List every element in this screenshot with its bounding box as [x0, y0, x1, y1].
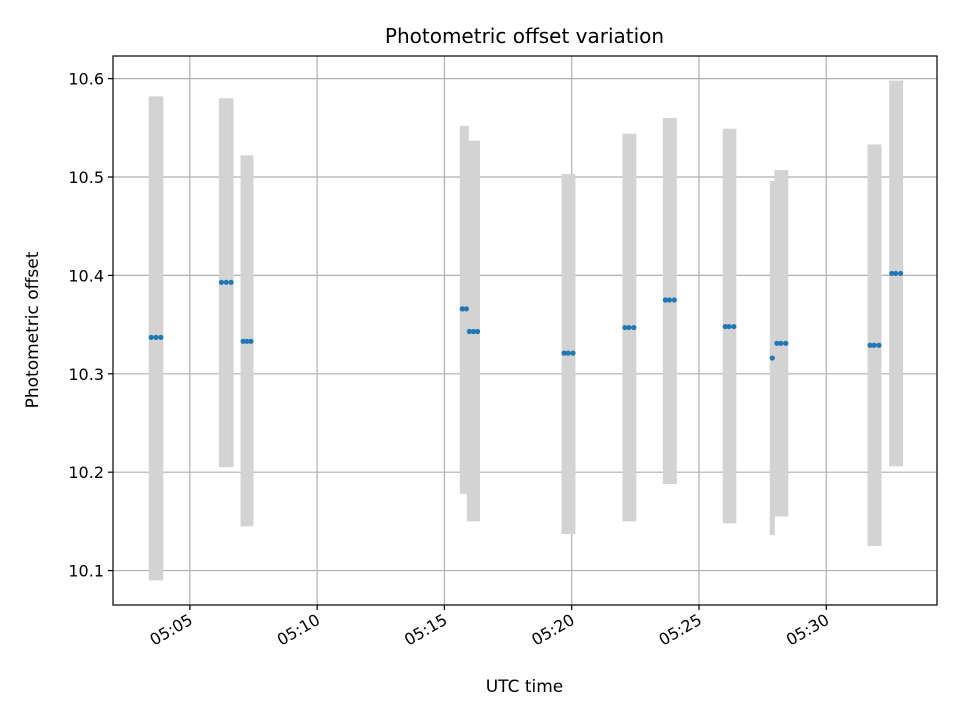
y-tick-label: 10.1: [68, 562, 104, 581]
data-point: [158, 334, 164, 340]
data-point: [631, 324, 637, 331]
error-bars: [148, 80, 904, 581]
data-point: [463, 306, 469, 312]
data-point: [871, 342, 877, 348]
data-point: [893, 270, 899, 277]
data-point: [565, 350, 571, 356]
data-point: [561, 350, 567, 356]
data-point: [722, 323, 728, 330]
x-tick-label: 05:05: [146, 610, 195, 650]
y-tick-label: 10.3: [68, 365, 104, 384]
data-point: [218, 279, 225, 285]
data-point: [726, 323, 732, 330]
grid: [113, 56, 937, 605]
x-axis: 05:05 05:10 05:15 05:20 05:25 05:30: [146, 605, 832, 650]
data-point: [474, 328, 481, 335]
data-point: [783, 340, 789, 346]
x-tick-label: 05:10: [274, 610, 323, 650]
data-point: [153, 334, 159, 340]
x-axis-label: UTC time: [486, 677, 564, 697]
data-point: [570, 350, 576, 356]
data-point: [240, 338, 246, 344]
data-point: [671, 297, 677, 303]
data-point: [244, 338, 250, 344]
x-tick-label: 05:25: [656, 610, 705, 650]
y-tick-label: 10.4: [68, 266, 104, 285]
x-tick-label: 05:15: [401, 610, 450, 650]
data-point: [867, 342, 873, 348]
x-tick-label: 05:30: [783, 610, 832, 650]
y-tick-label: 10.2: [68, 463, 104, 482]
data-point: [774, 340, 780, 346]
data-point: [897, 270, 904, 277]
data-point: [889, 270, 895, 277]
y-axis: 10.1 10.2 10.3 10.4 10.5 10.6: [68, 70, 113, 581]
data-points: [148, 270, 904, 361]
data-point: [228, 279, 234, 285]
data-point: [248, 338, 254, 344]
y-axis-label: Photometric offset: [23, 251, 43, 408]
data-point: [626, 324, 632, 331]
y-tick-label: 10.6: [68, 70, 104, 89]
data-point: [459, 306, 465, 312]
data-point: [148, 334, 154, 340]
data-point: [662, 297, 668, 303]
plot-frame: [112, 55, 938, 606]
data-point: [876, 342, 882, 348]
data-point: [769, 355, 775, 361]
data-point: [731, 323, 737, 330]
data-point: [470, 328, 477, 335]
data-point: [622, 324, 628, 331]
chart-title: Photometric offset variation: [385, 24, 664, 48]
data-point: [778, 340, 784, 346]
data-point: [666, 297, 673, 303]
data-point: [466, 328, 472, 335]
x-tick-label: 05:20: [528, 610, 577, 650]
y-tick-label: 10.5: [68, 168, 104, 187]
data-point: [223, 279, 229, 285]
